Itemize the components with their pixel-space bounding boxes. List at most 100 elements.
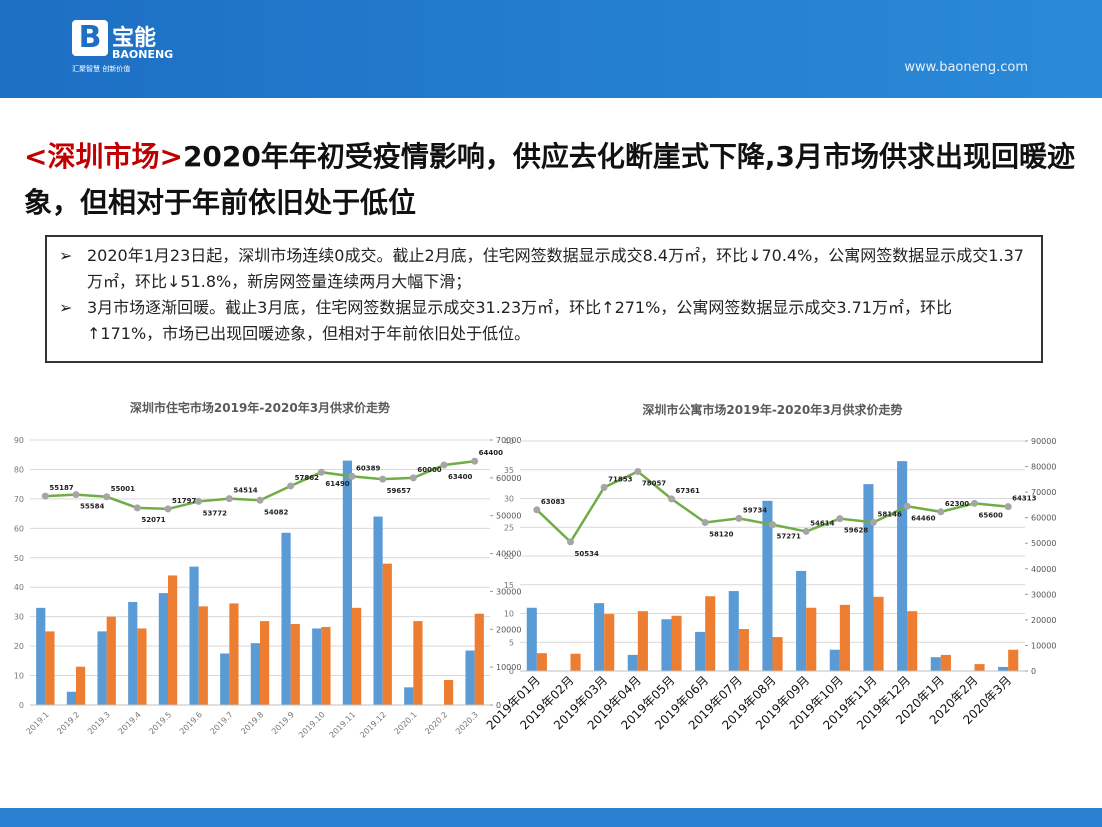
bar <box>627 654 638 671</box>
bar <box>695 631 706 671</box>
point <box>409 474 417 482</box>
logo-text: 宝能 <box>112 26 157 51</box>
y-tick-label: 30 <box>14 613 24 622</box>
y-tick-label: 5 <box>509 638 514 647</box>
point <box>41 492 49 500</box>
point <box>287 482 295 490</box>
title-tag: <深圳市场> <box>24 140 183 173</box>
chart-title: 深圳市住宅市场2019年-2020年3月供求价走势 <box>130 400 390 415</box>
data-label: 54514 <box>233 487 257 495</box>
y-tick-label: 80 <box>14 465 24 474</box>
bar <box>738 629 749 671</box>
bar <box>290 624 300 705</box>
y2-tick-label: 10000 <box>496 663 521 672</box>
bar <box>198 606 208 705</box>
bar <box>137 628 147 705</box>
bar <box>728 591 739 671</box>
header: B 宝能 BAONENG 汇聚智慧 创新价值 www.baoneng.com <box>0 0 1102 98</box>
point <box>133 504 141 512</box>
x-tick-label: 2019.7 <box>209 710 235 736</box>
x-tick-label: 2019.8 <box>239 710 265 736</box>
bar <box>897 461 908 671</box>
data-label: 78057 <box>642 480 666 488</box>
y2-tick-label: 90000 <box>1031 437 1056 446</box>
y2-tick-label: 0 <box>1031 667 1036 676</box>
bar <box>404 687 414 705</box>
point <box>225 495 233 503</box>
y2-tick-label: 30000 <box>496 587 521 596</box>
bar <box>189 566 199 705</box>
bar <box>168 575 178 705</box>
bar <box>570 653 581 671</box>
bar <box>444 679 454 705</box>
bar <box>36 607 46 705</box>
x-tick-label: 2019.10 <box>297 710 327 740</box>
bar <box>229 603 239 705</box>
y-tick-label: 40 <box>14 583 24 592</box>
data-label: 53772 <box>203 509 227 517</box>
data-label: 63083 <box>541 498 565 506</box>
bar <box>373 516 383 705</box>
logo-en: BAONENG <box>112 48 174 61</box>
point <box>317 468 325 476</box>
x-tick-label: 2020.1 <box>393 710 419 736</box>
data-label: 51797 <box>172 497 196 505</box>
bar <box>907 611 918 671</box>
bar <box>158 593 168 705</box>
y-tick-label: 25 <box>504 523 514 532</box>
y-tick-label: 0 <box>19 701 24 710</box>
bar <box>998 666 1009 671</box>
data-label: 63400 <box>448 473 472 481</box>
bar <box>106 616 116 705</box>
data-label: 59734 <box>743 506 767 514</box>
data-label: 55187 <box>49 484 73 492</box>
point <box>971 499 978 507</box>
x-tick-label: 2020.2 <box>423 710 449 736</box>
bar <box>413 621 423 705</box>
x-tick-label: 2019.6 <box>178 710 204 736</box>
bar <box>863 484 874 671</box>
data-label: 55001 <box>111 485 135 493</box>
x-tick-label: 2019.1 <box>25 710 51 736</box>
bar <box>321 626 331 705</box>
y-tick-label: 40 <box>504 437 514 446</box>
bullet-box: 2020年1月23日起，深圳市场连续0成交。截止2月底，住宅网签数据显示成交8.… <box>45 235 1043 363</box>
bar <box>873 596 884 671</box>
point <box>533 506 541 514</box>
y2-tick-label: 50000 <box>1031 539 1056 548</box>
y2-tick-label: 60000 <box>496 474 521 483</box>
bar <box>839 604 850 671</box>
x-tick-label: 2020.3 <box>454 710 480 736</box>
data-label: 59657 <box>387 487 411 495</box>
point <box>440 461 448 469</box>
data-label: 54082 <box>264 508 288 516</box>
url: www.baoneng.com <box>904 60 1028 75</box>
bar <box>526 607 537 671</box>
bar <box>661 619 672 671</box>
point <box>634 468 642 476</box>
data-label: 60389 <box>356 464 380 472</box>
y2-tick-label: 20000 <box>496 625 521 634</box>
bullet: 3月市场逐渐回暖。截止3月底，住宅网签数据显示成交31.23万㎡，环比↑271%… <box>59 295 1025 347</box>
point <box>348 472 356 480</box>
x-tick-label: 2019.4 <box>117 710 143 736</box>
y2-tick-label: 50000 <box>496 512 521 521</box>
data-label: 65600 <box>979 511 1003 519</box>
y2-tick-label: 30000 <box>1031 590 1056 599</box>
x-tick-label: 2019.2 <box>55 710 81 736</box>
point <box>937 508 945 516</box>
chart-title: 深圳市公寓市场2019年-2020年3月供求价走势 <box>642 402 902 417</box>
point <box>668 495 675 503</box>
bar <box>829 649 840 671</box>
y-tick-label: 10 <box>504 610 514 619</box>
y-tick-label: 20 <box>14 642 24 651</box>
data-label: 64400 <box>479 449 503 457</box>
bar <box>281 532 291 705</box>
y2-tick-label: 60000 <box>1031 514 1056 523</box>
point <box>836 515 844 523</box>
point <box>195 497 203 505</box>
bar <box>762 500 773 671</box>
logo: B 宝能 BAONENG 汇聚智慧 创新价值 <box>72 20 174 73</box>
bar <box>1008 649 1019 671</box>
bar <box>465 650 475 705</box>
